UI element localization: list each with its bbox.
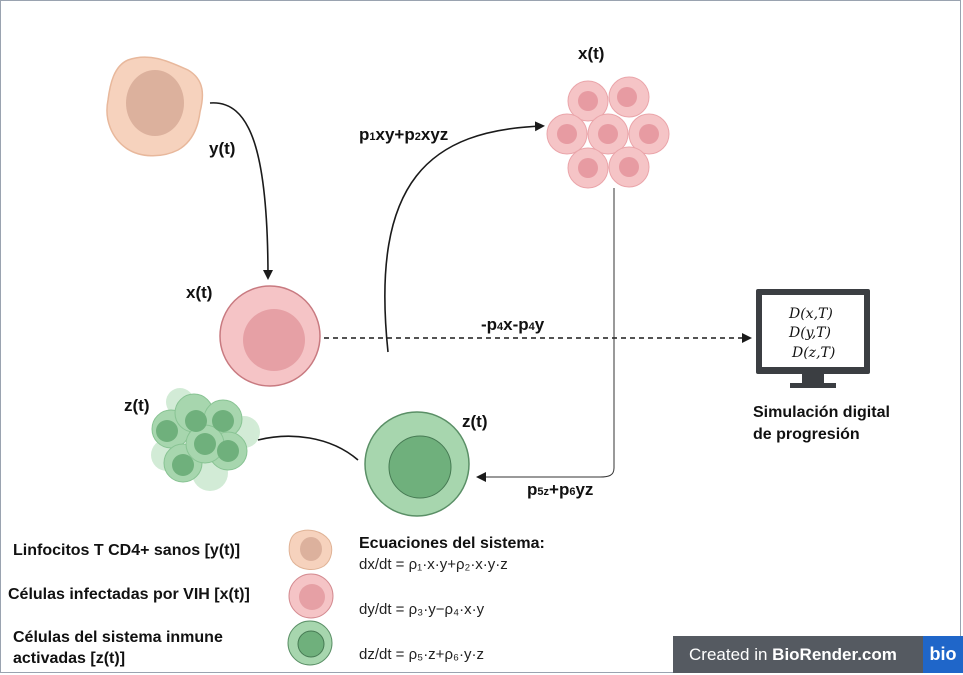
monitor-caption: Simulación digital de progresión (753, 402, 890, 446)
legend-infected-icon (288, 573, 334, 619)
rate-label-middle: -p4x-p4y (481, 315, 545, 334)
monitor-line-2: D(y,T) (788, 325, 831, 341)
legend-immune-icon (287, 620, 333, 666)
legend-item-immune-line-1: Células del sistema inmune (13, 629, 223, 646)
monitor-line-1: D(x,T) (788, 306, 833, 322)
legend-item-immune: Células del sistema inmune activadas [z(… (13, 627, 223, 669)
arrow-healthy-to-infected (209, 102, 273, 280)
monitor-line-3: D(z,T) (791, 345, 835, 361)
biorender-badge[interactable]: Created in BioRender.com bio (673, 636, 963, 673)
immune-cell (364, 411, 470, 517)
computer-monitor-icon: D(x,T) D(y,T) D(z,T) (756, 289, 870, 388)
legend-item-healthy: Linfocitos T CD4+ sanos [y(t)] (13, 542, 241, 559)
legend-healthy-icon (288, 529, 333, 570)
equation-dz: dz/dt = ρ₅·z+ρ₆·y·z (359, 646, 485, 663)
immune-cell-cluster (151, 388, 260, 491)
monitor-caption-line-2: de progresión (753, 426, 860, 443)
rate-label-bottom: p5z+p6yz (527, 480, 594, 499)
legend-item-immune-line-2: activadas [z(t)] (13, 650, 126, 667)
label-x-cluster: x(t) (578, 44, 605, 63)
biorender-logo: bio (923, 636, 963, 673)
arrow-to-cluster (384, 121, 545, 353)
healthy-cd4-cell (106, 56, 204, 157)
equation-dy: dy/dt = ρ₃·y−ρ₄·x·y (359, 601, 485, 618)
label-x-cell: x(t) (186, 283, 213, 302)
infected-cell (219, 285, 321, 387)
label-y-arrow: y(t) (209, 139, 236, 158)
connector-immune (257, 435, 359, 461)
label-z-cell: z(t) (462, 412, 488, 431)
label-z-cluster: z(t) (124, 396, 150, 415)
monitor-caption-line-1: Simulación digital (753, 404, 890, 421)
arrow-cluster-to-immune (476, 188, 615, 482)
biorender-badge-text: Created in BioRender.com (689, 644, 897, 664)
infected-cell-cluster (546, 76, 670, 189)
equation-dx: dx/dt = ρ₁·x·y+ρ₂·x·y·z (359, 556, 508, 573)
equations-title: Ecuaciones del sistema: (359, 535, 545, 552)
rate-label-top: p1xy+p2xyz (359, 125, 449, 144)
legend-item-infected: Células infectadas por VIH [x(t)] (8, 586, 250, 603)
